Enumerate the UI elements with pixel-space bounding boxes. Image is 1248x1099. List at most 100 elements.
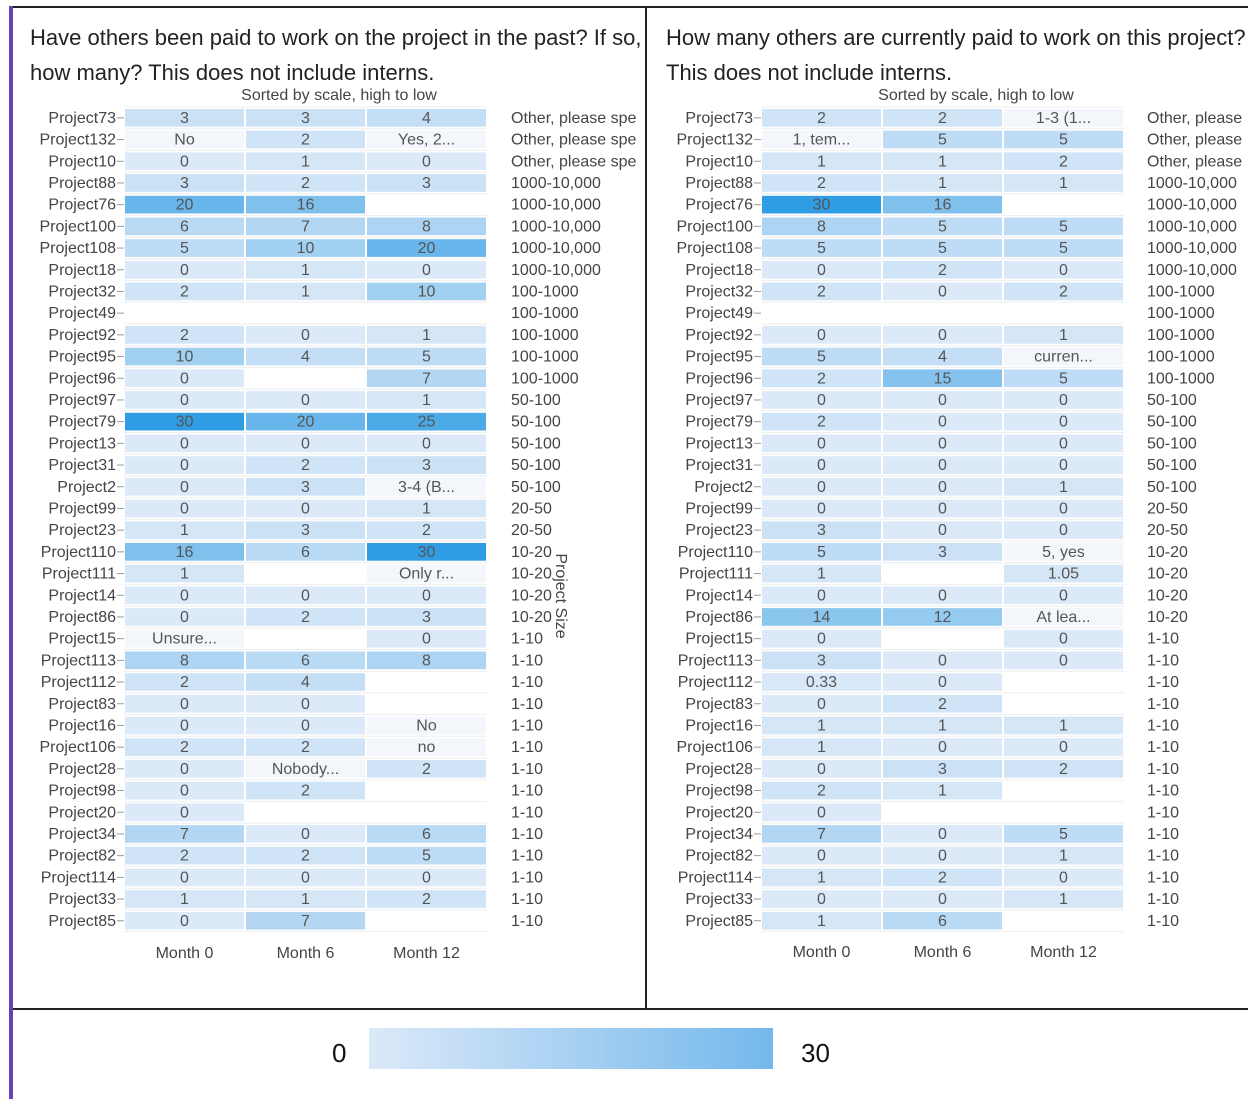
heatmap-cell	[883, 608, 1002, 626]
cell-value: 0	[1059, 522, 1068, 539]
project-size-label: 10-20	[1147, 609, 1188, 626]
project-size-label: 1-10	[1147, 739, 1179, 756]
row-label: Project14	[48, 587, 116, 604]
heatmap-cell	[367, 608, 486, 626]
cell-value: 2	[180, 848, 189, 865]
heatmap-cell	[762, 608, 881, 626]
cell-value: 0	[817, 500, 826, 517]
row-label: Project86	[685, 609, 753, 626]
heatmap-cell	[246, 347, 365, 366]
project-size-label: 1000-10,000	[511, 218, 601, 235]
color-legend: 0 30	[13, 1010, 1248, 1099]
cell-value: 4	[301, 674, 310, 691]
cell-value: 2	[301, 175, 310, 192]
row-label: Project106	[40, 739, 117, 756]
project-size-label: 1-10	[511, 869, 543, 886]
heatmap-cell	[246, 846, 365, 865]
heatmap-cell	[883, 738, 1002, 756]
heatmap-cell	[367, 391, 486, 409]
cell-value: 3-4 (B...	[398, 479, 455, 496]
project-size-label: Other, please spe	[511, 110, 637, 127]
project-size-label: 10-20	[511, 544, 552, 561]
heatmap-cell	[762, 412, 881, 431]
cell-value: 0	[180, 479, 189, 496]
cell-value: 1	[1059, 891, 1068, 908]
heatmap-cell	[883, 260, 1002, 279]
heatmap-panel-past: Have others been paid to work on the pro…	[14, 8, 645, 1008]
project-size-label: 1000-10,000	[1147, 218, 1237, 235]
heatmap-cell	[367, 521, 486, 539]
row-label: Project108	[677, 240, 754, 257]
heatmap-cell	[125, 347, 244, 366]
project-size-label: 100-1000	[1147, 327, 1215, 344]
heatmap-cell	[246, 781, 365, 800]
row-label: Project88	[48, 175, 116, 192]
heatmap-cell	[246, 543, 365, 561]
cell-value: 3	[938, 544, 947, 561]
cell-value: 20	[418, 240, 436, 257]
row-label: Project97	[685, 392, 753, 409]
cell-value: 0	[180, 457, 189, 474]
row-label: Project82	[48, 848, 116, 865]
heatmap-cell	[883, 369, 1002, 388]
project-size-label: 1-10	[1147, 804, 1179, 821]
heatmap-cell	[762, 282, 881, 301]
row-label: Project111	[679, 566, 753, 583]
cell-value: 1	[938, 717, 947, 734]
cell-value: 2	[180, 327, 189, 344]
project-size-label: 1-10	[1147, 783, 1179, 800]
project-size-label: 50-100	[511, 392, 561, 409]
heatmap-cell	[762, 369, 881, 388]
heatmap-cell	[125, 456, 244, 474]
cell-value: 0	[938, 522, 947, 539]
project-size-label: 1-10	[1147, 913, 1179, 930]
cell-value: 5	[180, 240, 189, 257]
heatmap-cell	[762, 347, 881, 366]
cell-value: 0	[1059, 652, 1068, 669]
cell-value: 2	[301, 609, 310, 626]
row-label: Project32	[685, 283, 753, 300]
cell-value: 0	[1059, 457, 1068, 474]
cell-value: 0	[1059, 414, 1068, 431]
heatmap-cell	[246, 586, 365, 605]
cell-value: 2	[817, 783, 826, 800]
heatmap-cell	[125, 738, 244, 756]
cell-value: 2	[180, 674, 189, 691]
heatmap-cell	[367, 109, 486, 127]
heatmap-cell	[762, 152, 881, 171]
heatmap-cell	[125, 694, 244, 713]
heatmap-cell	[246, 130, 365, 149]
heatmap-cell	[1004, 109, 1123, 127]
heatmap-cell	[762, 239, 881, 257]
heatmap-cell	[367, 217, 486, 236]
heatmap-cell	[762, 738, 881, 756]
heatmap-cell	[367, 456, 486, 474]
chart-title: Have others been paid to work on the pro…	[30, 25, 642, 85]
heatmap-cell	[1004, 282, 1123, 301]
cell-value: 0	[180, 435, 189, 452]
cell-value: Yes, 2...	[398, 132, 455, 149]
cell-value: 5	[817, 240, 826, 257]
row-label: Project23	[685, 522, 753, 539]
heatmap-cell	[1004, 434, 1123, 453]
project-size-label: 50-100	[1147, 479, 1197, 496]
heatmap-cell	[762, 868, 881, 887]
heatmap-cell	[1004, 217, 1123, 236]
legend-min-label: 0	[332, 1038, 347, 1068]
project-size-label: 10-20	[511, 566, 552, 583]
cell-value: 0	[817, 804, 826, 821]
row-label: Project132	[677, 132, 754, 149]
cell-value: 0	[938, 457, 947, 474]
cell-value: 5	[1059, 370, 1068, 387]
heatmap-cell	[125, 217, 244, 236]
cell-value: 3	[817, 522, 826, 539]
heatmap-cell	[883, 239, 1002, 257]
cell-value: 0	[180, 696, 189, 713]
heatmap-cell	[367, 282, 486, 301]
heatmap-cell	[367, 868, 486, 887]
project-size-label: 1-10	[1147, 826, 1179, 843]
side-axis-label: Project Size	[552, 553, 569, 639]
heatmap-cell	[883, 846, 1002, 865]
cell-value: 5	[1059, 218, 1068, 235]
heatmap-cell	[762, 716, 881, 735]
